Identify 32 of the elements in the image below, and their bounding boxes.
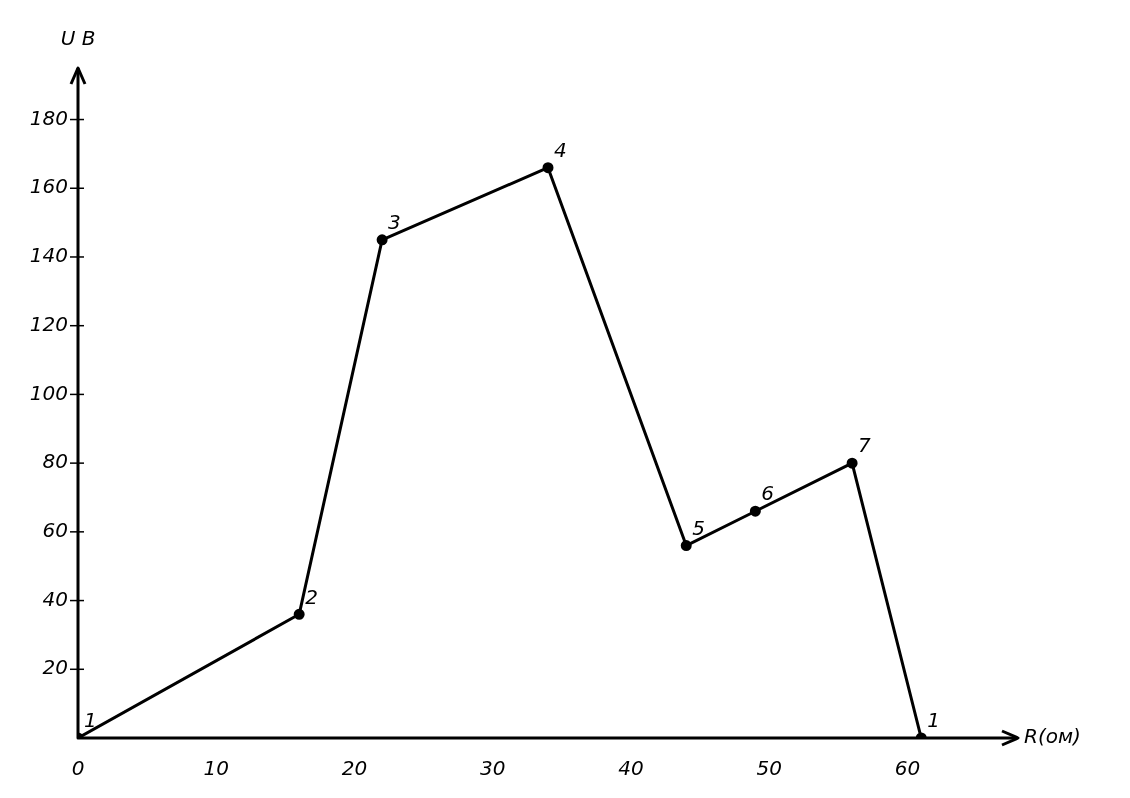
y-tick-label: 60 — [42, 518, 68, 543]
y-tick-label: 120 — [29, 311, 68, 336]
x-tick-label: 50 — [756, 756, 782, 781]
y-tick-label: 180 — [29, 105, 68, 130]
point — [846, 457, 858, 469]
annotation: 3 — [388, 210, 401, 234]
y-tick-label: 80 — [42, 449, 68, 474]
point — [293, 608, 305, 620]
x-tick-label: 60 — [894, 756, 921, 781]
annotation: 4 — [554, 137, 567, 162]
x-tick-label: 40 — [618, 756, 644, 781]
y-tick-label: 140 — [29, 243, 68, 268]
point — [542, 162, 554, 174]
x-tick-label: 0 — [71, 756, 85, 781]
y-tick-label: 160 — [29, 174, 68, 199]
x-axis-title: R(ом) — [1024, 724, 1081, 749]
x-tick-label: 30 — [479, 756, 506, 781]
annotation: 1 — [84, 708, 97, 733]
annotation: 6 — [761, 481, 775, 506]
annotation: 5 — [692, 515, 705, 540]
point — [749, 505, 761, 517]
y-tick-label: 20 — [42, 655, 68, 680]
x-tick-label: 10 — [203, 756, 229, 781]
y-tick-label: 100 — [29, 380, 68, 405]
point — [376, 234, 388, 246]
y-axis-title: U В — [60, 26, 96, 51]
point — [680, 540, 692, 552]
annotation: 2 — [305, 584, 318, 609]
x-tick-label: 20 — [341, 756, 368, 781]
annotation: 1 — [927, 708, 940, 733]
annotation: 7 — [858, 433, 872, 458]
y-tick-label: 40 — [42, 586, 68, 611]
